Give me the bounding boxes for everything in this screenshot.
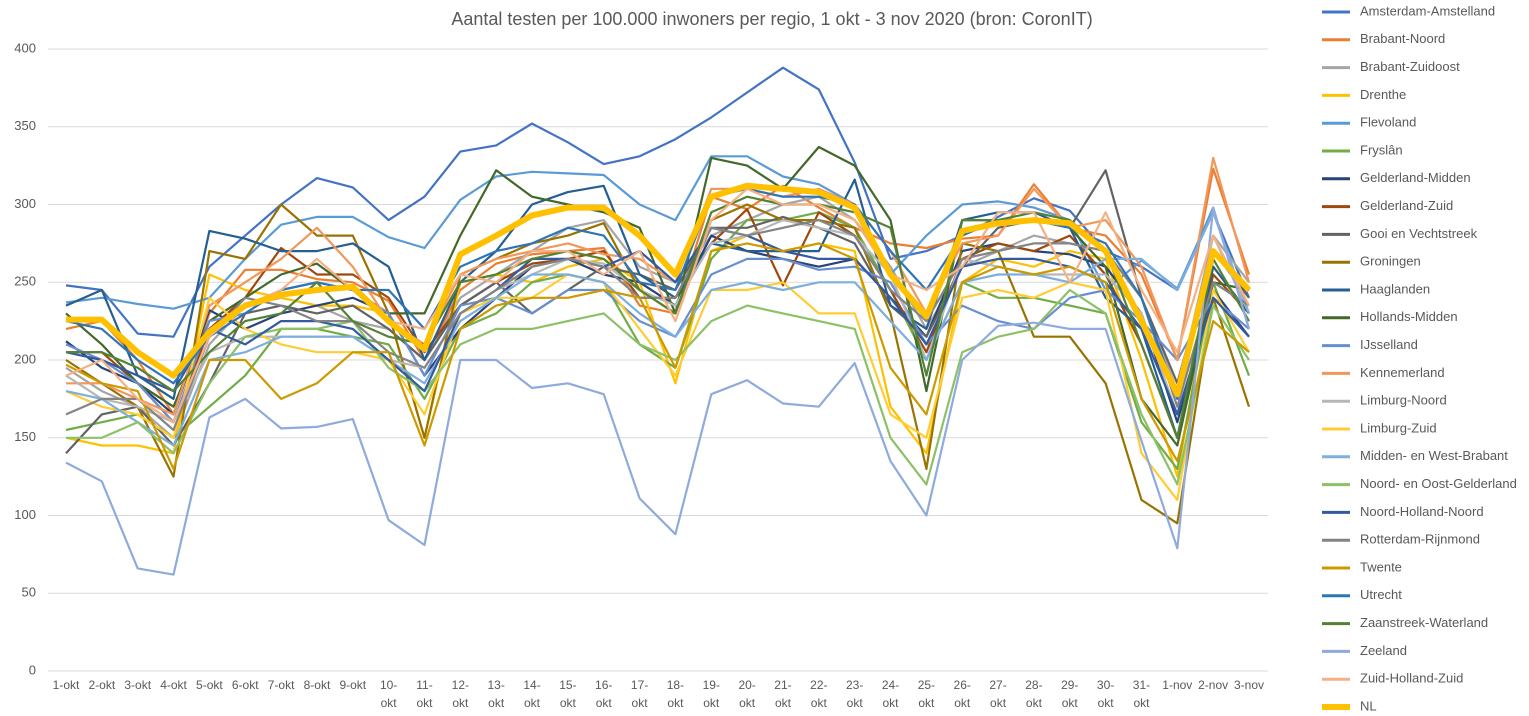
series-line [65, 226, 1250, 416]
x-tick-label: 4-okt [160, 678, 187, 692]
legend-label: Limburg-Zuid [1360, 420, 1437, 435]
x-tick-label: 20-okt [738, 678, 756, 710]
x-tick-label: 9-okt [339, 678, 367, 692]
legend-label: Zuid-Holland-Zuid [1360, 671, 1463, 686]
legend-label: Gooi en Vechtstreek [1360, 226, 1478, 241]
x-tick-label: 15-okt [559, 678, 577, 710]
x-tick-label: 29-okt [1061, 678, 1079, 710]
y-tick-label: 150 [14, 429, 36, 444]
y-tick-label: 200 [14, 351, 36, 366]
legend-label: Flevoland [1360, 115, 1416, 130]
series-line [66, 182, 1252, 398]
x-tick-label: 27-okt [989, 678, 1007, 710]
x-tick-label: 22-okt [810, 678, 828, 710]
y-tick-label: 50 [22, 585, 36, 600]
y-tick-label: 0 [29, 662, 36, 677]
legend-label: Noord-Holland-Noord [1360, 504, 1484, 519]
legend-label: Utrecht [1360, 587, 1402, 602]
x-tick-label: 12-okt [451, 678, 469, 710]
legend-label: Drenthe [1360, 87, 1406, 102]
x-tick-label: 13-okt [487, 678, 505, 710]
legend-label: Amsterdam-Amstelland [1360, 3, 1495, 18]
legend-label: Groningen [1360, 254, 1421, 269]
y-tick-label: 350 [14, 118, 36, 133]
chart-title: Aantal testen per 100.000 inwoners per r… [451, 9, 1093, 29]
x-tick-label: 25-okt [917, 678, 936, 710]
x-tick-label: 16-okt [595, 678, 613, 710]
legend-label: Fryslân [1360, 142, 1403, 157]
x-tick-label: 1-okt [52, 678, 80, 692]
legend-label: Gelderland-Zuid [1360, 198, 1453, 213]
series-line [65, 211, 1251, 447]
x-tick-label: 26-okt [953, 678, 971, 710]
x-tick-label: 17-okt [630, 678, 649, 710]
x-tick-label: 6-okt [231, 678, 259, 692]
legend-label: Zeeland [1360, 643, 1407, 658]
series-line [66, 156, 1251, 416]
x-tick-label: 2-nov [1198, 678, 1229, 692]
series-line [65, 242, 1250, 470]
x-tick-label: 3-nov [1233, 678, 1265, 692]
x-tick-label: 2-okt [88, 678, 116, 692]
x-tick-label: 30-okt [1096, 678, 1115, 710]
x-tick-label: 5-okt [196, 678, 223, 692]
x-tick-label: 19-okt [702, 678, 720, 710]
x-tick-label: 7-okt [267, 678, 295, 692]
series-line [65, 155, 1251, 330]
x-tick-label: 28-okt [1025, 678, 1043, 710]
x-tick-label: 1-nov [1162, 678, 1193, 692]
y-tick-label: 300 [14, 196, 36, 211]
x-tick-label: 11-okt [416, 678, 433, 710]
legend-label: Hollands-Midden [1360, 309, 1458, 324]
x-tick-label: 3-okt [124, 678, 152, 692]
series-line [65, 211, 1251, 470]
legend-label: Zaanstreek-Waterland [1360, 615, 1488, 630]
y-tick-label: 250 [14, 274, 36, 289]
legend-label: Gelderland-Midden [1360, 170, 1471, 185]
legend-label: Limburg-Noord [1360, 393, 1447, 408]
legend-label: Haaglanden [1360, 281, 1430, 296]
y-tick-label: 100 [14, 507, 36, 522]
legend-label: Brabant-Zuidoost [1360, 59, 1460, 74]
legend-label: NL [1360, 698, 1377, 713]
legend-label: Kennemerland [1360, 365, 1445, 380]
legend-label: IJsselland [1360, 337, 1418, 352]
legend-label: Noord- en Oost-Gelderland [1360, 476, 1517, 491]
legend-label: Midden- en West-Brabant [1360, 448, 1508, 463]
legend-label: Rotterdam-Rijnmond [1360, 532, 1480, 547]
x-tick-label: 24-okt [881, 678, 900, 710]
x-tick-label: 23-okt [845, 678, 864, 710]
x-tick-label: 10-okt [379, 678, 398, 710]
legend-label: Twente [1360, 559, 1402, 574]
x-tick-label: 18-okt [666, 678, 685, 710]
x-tick-label: 14-okt [523, 678, 541, 710]
x-tick-label: 8-okt [303, 678, 331, 692]
series-line [66, 195, 1250, 439]
x-tick-label: 21-okt [774, 678, 792, 710]
x-tick-label: 31-okt [1132, 678, 1151, 710]
series-line [65, 206, 1251, 576]
y-tick-label: 400 [14, 40, 36, 55]
series-line [65, 234, 1250, 424]
legend-label: Brabant-Noord [1360, 31, 1445, 46]
